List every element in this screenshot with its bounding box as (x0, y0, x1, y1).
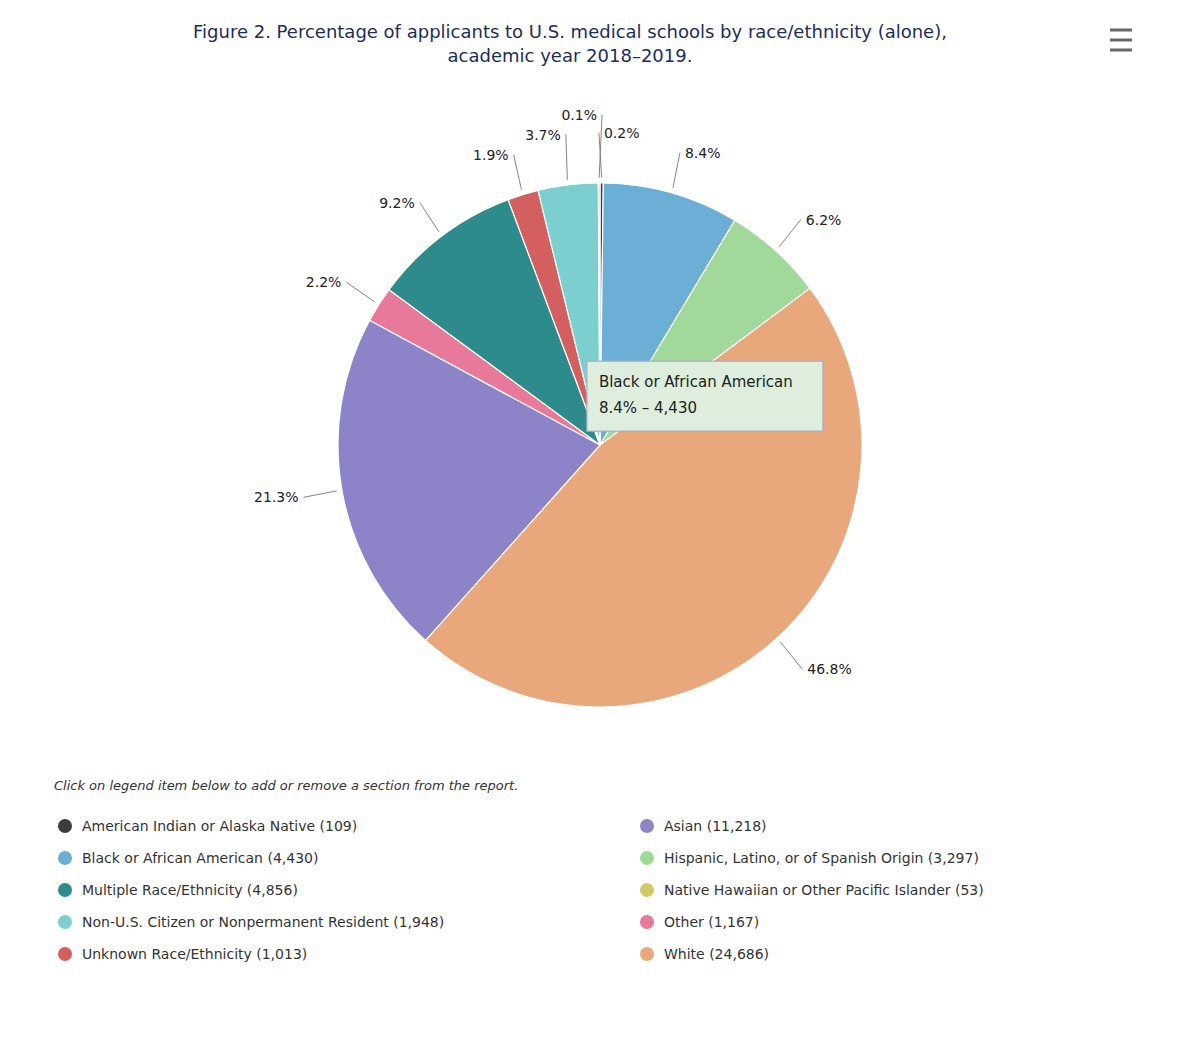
data-label: 2.2% (306, 274, 342, 290)
legend-marker (58, 947, 72, 961)
annotation: Black or African American (599, 373, 793, 391)
chart: Figure 2. Percentage of applicants to U.… (0, 0, 1200, 1047)
legend-item: Multiple Race/Ethnicity (4,856) (58, 882, 298, 898)
legend-note: Click on legend item below to add or rem… (54, 778, 518, 793)
legend-item: Unknown Race/Ethnicity (1,013) (58, 946, 307, 962)
legend-marker (58, 819, 72, 833)
leader-line (304, 491, 337, 497)
data-label: 0.2% (604, 125, 640, 141)
legend-marker (58, 883, 72, 897)
data-label: 1.9% (473, 147, 509, 163)
legend-label: White (24,686) (664, 946, 769, 962)
legend-marker (640, 819, 654, 833)
legend-item: Asian (11,218) (640, 818, 767, 834)
page: {"chart_data": { "type": "pie", "title":… (0, 0, 1200, 1047)
legend-marker (640, 915, 654, 929)
data-label: 6.2% (806, 212, 842, 228)
legend-item: White (24,686) (640, 946, 769, 962)
legend-label: Black or African American (4,430) (82, 850, 318, 866)
legend-marker (640, 851, 654, 865)
menu-icon-bar (1110, 29, 1132, 32)
chart-container: Figure 2. Percentage of applicants to U.… (0, 0, 1200, 1047)
menu-icon-bar (1110, 39, 1132, 42)
legend: American Indian or Alaska Native (109) As… (58, 818, 984, 962)
legend-label: American Indian or Alaska Native (109) (82, 818, 357, 834)
annotation: 8.4% – 4,430 (599, 399, 697, 417)
data-label: 8.4% (685, 145, 721, 161)
legend-item: American Indian or Alaska Native (109) (58, 818, 357, 834)
legend-label: Other (1,167) (664, 914, 759, 930)
legend-label: Unknown Race/Ethnicity (1,013) (82, 946, 307, 962)
data-label: 3.7% (525, 127, 561, 143)
leader-line (514, 155, 522, 190)
leader-line (673, 153, 680, 188)
data-label: 46.8% (807, 661, 851, 677)
legend-marker (640, 947, 654, 961)
title-line: academic year 2018–2019. (448, 45, 693, 66)
legend-label: Hispanic, Latino, or of Spanish Origin (… (664, 850, 979, 866)
legend-marker (640, 883, 654, 897)
legend-item: Native Hawaiian or Other Pacific Islande… (640, 882, 984, 898)
title-line: Figure 2. Percentage of applicants to U.… (193, 21, 947, 42)
data-labels: 0.2% 8.4% 6.2% 46.8% 21.3% 2.2% 9.2% 1.9% 3.7%0.… (254, 107, 852, 678)
legend-item: Non-U.S. Citizen or Nonpermanent Residen… (58, 914, 444, 930)
legend-item: Hispanic, Latino, or of Spanish Origin (… (640, 850, 979, 866)
leader-line (599, 115, 602, 178)
menu-icon (1110, 30, 1132, 50)
data-label: 0.1% (561, 107, 597, 123)
data-label: 21.3% (254, 489, 298, 505)
background (0, 0, 1200, 1047)
legend-marker (58, 851, 72, 865)
legend-label: Non-U.S. Citizen or Nonpermanent Residen… (82, 914, 444, 930)
leader-line (780, 642, 802, 669)
tooltip-box (587, 361, 823, 431)
tooltip: Black or African American 8.4% – 4,430 (587, 361, 823, 431)
legend-label: Native Hawaiian or Other Pacific Islande… (664, 882, 984, 898)
leader-line (779, 220, 801, 247)
leader-line (420, 203, 439, 232)
title: Figure 2. Percentage of applicants to U.… (193, 21, 947, 66)
leader-line (566, 135, 567, 180)
pie (338, 183, 862, 707)
legend-item: Black or African American (4,430) (58, 850, 318, 866)
legend-item: Other (1,167) (640, 914, 759, 930)
leader-line (346, 282, 374, 302)
menu-icon-bar (1110, 49, 1132, 52)
legend-label: Multiple Race/Ethnicity (4,856) (82, 882, 298, 898)
legend-marker (58, 915, 72, 929)
data-label: 9.2% (379, 195, 415, 211)
legend-label: Asian (11,218) (664, 818, 767, 834)
